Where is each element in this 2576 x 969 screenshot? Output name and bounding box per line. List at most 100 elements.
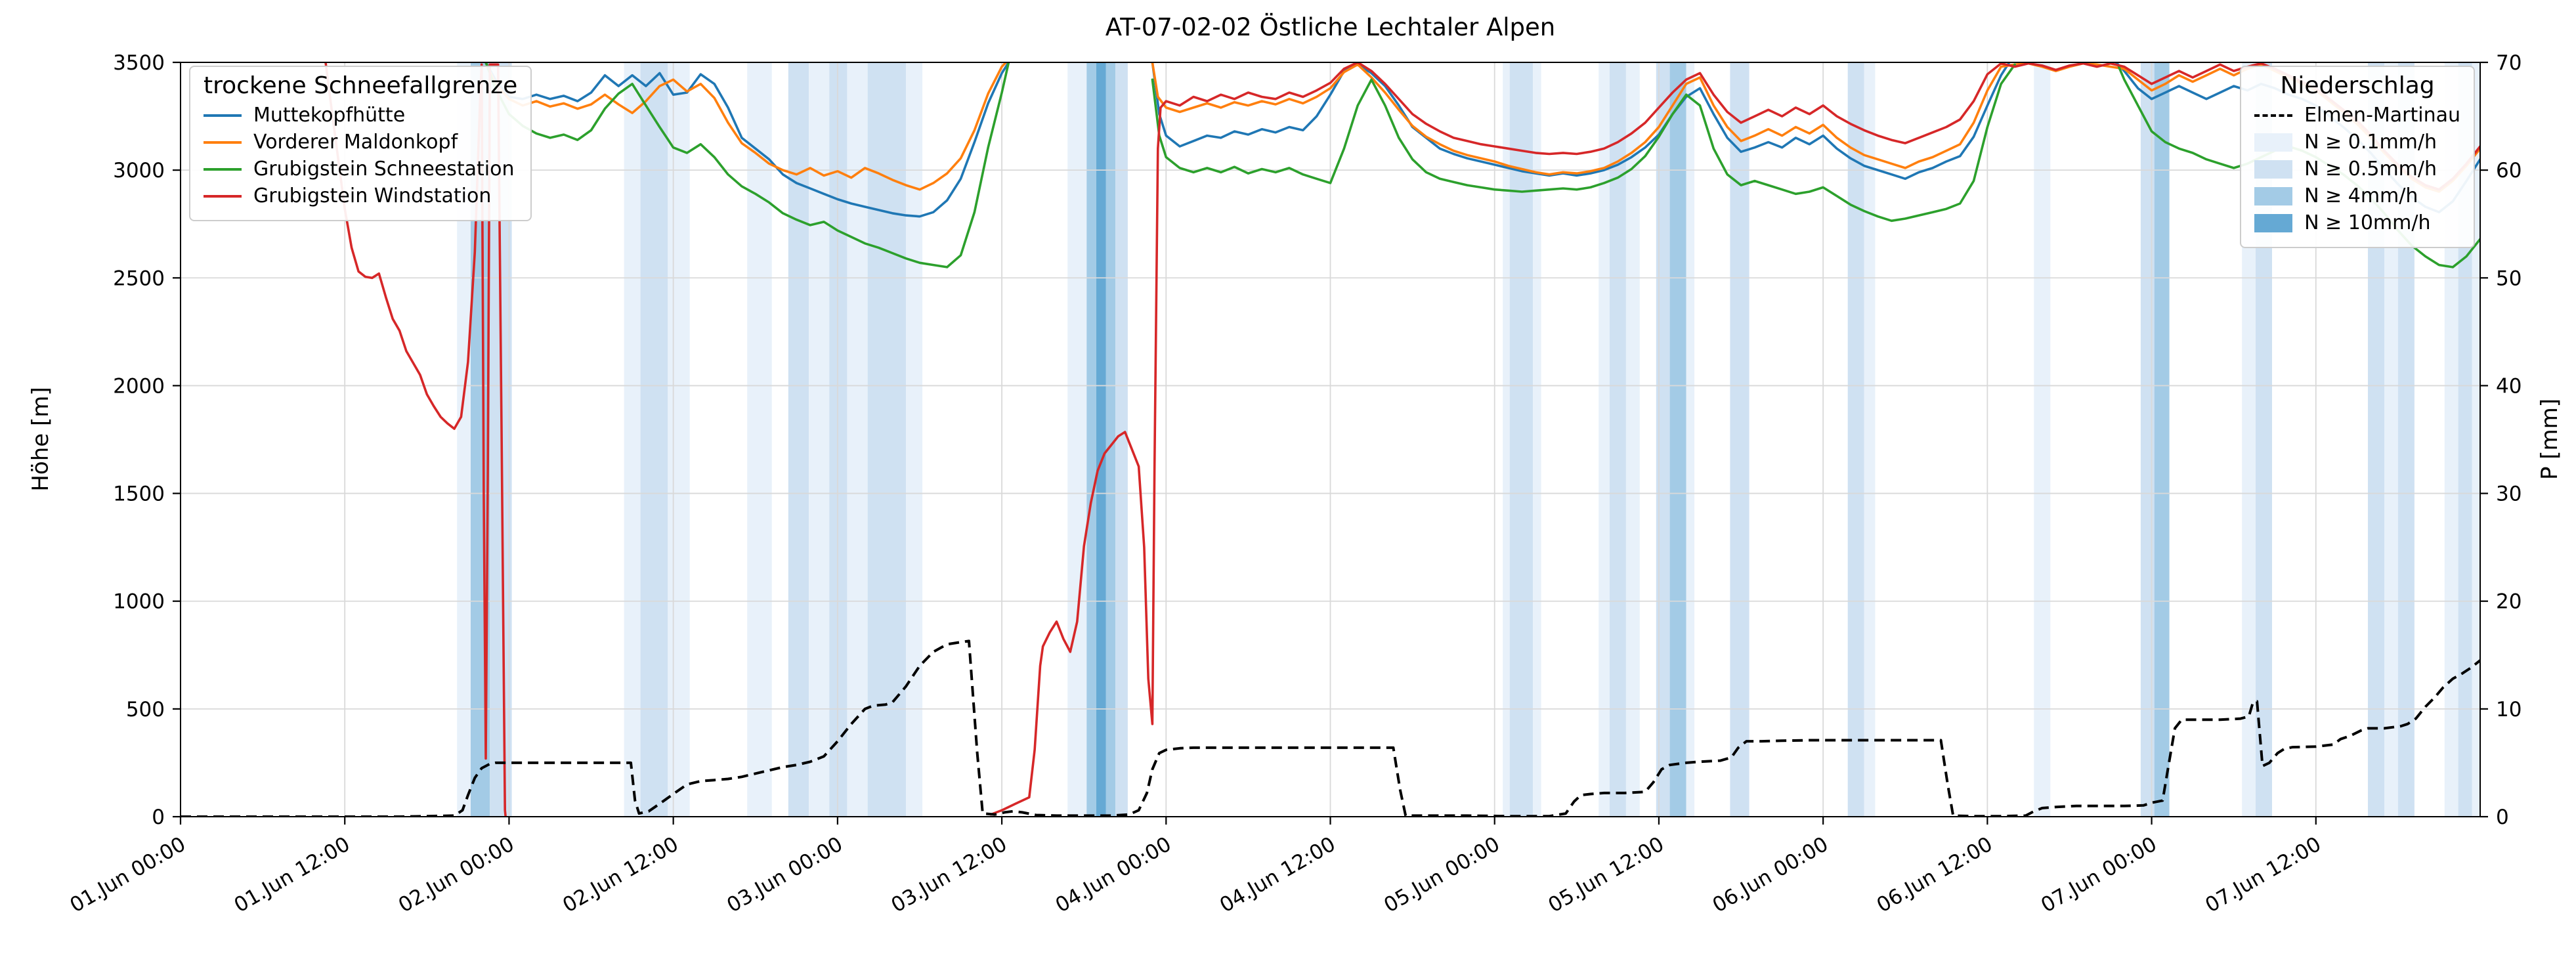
legend-precip-patch-entry-2: N ≥ 4mm/h: [2254, 185, 2460, 207]
legend-entry-3-label: Grubigstein Windstation: [253, 184, 492, 207]
precip-band-n0.5: [1609, 62, 1626, 817]
y-left-tick-label: 3500: [113, 51, 165, 75]
precip-band-n0.1: [668, 62, 690, 817]
y-left-tick-label: 2500: [113, 267, 165, 290]
precip-band-n0.1: [2034, 62, 2051, 817]
series-grubigstein-schneestation: [484, 62, 2480, 269]
legend-precip: Niederschlag Elmen-Martinau N ≥ 0.1mm/h N …: [2240, 66, 2475, 248]
legend-entry-1: Vorderer Maldonkopf: [204, 131, 517, 153]
x-tick-label: 07.Jun 12:00: [2201, 832, 2325, 918]
legend-precip-line-entry: Elmen-Martinau: [2254, 104, 2460, 126]
precip-band-n0.1: [2242, 62, 2256, 817]
y-right-tick-label: 70: [2496, 51, 2522, 75]
x-tick-label: 04.Jun 00:00: [1052, 832, 1176, 918]
legend-entry-2-label: Grubigstein Schneestation: [253, 158, 515, 181]
x-tick-label: 02.Jun 12:00: [559, 832, 683, 918]
legend-precip-patch-entry-3-label: N ≥ 10mm/h: [2304, 211, 2431, 234]
series-muttekopfhuette: [484, 62, 2480, 218]
precip-band-n0.1: [906, 62, 923, 817]
precip-band-n0.5: [788, 62, 809, 817]
legend-entry-3: Grubigstein Windstation: [204, 185, 517, 207]
x-tick-label: 06.Jun 12:00: [1873, 832, 1997, 918]
y-left-tick-label: 2000: [113, 374, 165, 398]
precip-band-n0.5: [2140, 62, 2155, 817]
precip-band-n0.5: [1509, 62, 1534, 817]
precip-band-n0.5: [829, 62, 848, 817]
legend-line-swatch-1: [204, 140, 242, 144]
y-right-tick-label: 30: [2496, 483, 2522, 506]
y-right-tick-label: 10: [2496, 698, 2522, 721]
precip-band-n4: [2154, 62, 2170, 817]
legend-line-swatch-2: [204, 167, 242, 171]
precip-band-n0.1: [2384, 62, 2398, 817]
precip-band-n0.5: [1730, 62, 1750, 817]
precip-band-n0.1: [1686, 62, 1695, 817]
precip-band-n10: [1096, 62, 1106, 817]
x-tick-label: 06.Jun 00:00: [1709, 832, 1833, 918]
y-right-tick-label: 20: [2496, 590, 2522, 614]
precip-band-n0.1: [1625, 62, 1640, 817]
legend-snowline-title: trockene Schneefallgrenze: [204, 72, 518, 99]
y-right-tick-label: 40: [2496, 374, 2522, 398]
precip-band-n0.1: [1533, 62, 1541, 817]
precip-band-n0.1: [1067, 62, 1087, 817]
legend-entry-0-label: Muttekopfhütte: [253, 104, 406, 127]
precip-band-n0.1: [624, 62, 641, 817]
precip-band-n0.1: [1864, 62, 1876, 817]
precip-band-n4: [1086, 62, 1096, 817]
x-tick-label: 03.Jun 00:00: [723, 832, 847, 918]
y-left-tick-label: 0: [152, 806, 165, 829]
x-tick-label: 07.Jun 00:00: [2037, 832, 2161, 918]
y-left-tick-label: 3000: [113, 159, 165, 183]
precip-band-n4: [1669, 62, 1686, 817]
x-tick-label: 02.Jun 00:00: [395, 832, 519, 918]
legend-patch-swatch-0.5: [2254, 160, 2293, 179]
legend-precip-patch-entry-0: N ≥ 0.1mm/h: [2254, 131, 2460, 153]
precip-band-n4: [1106, 62, 1116, 817]
legend-precip-title: Niederschlag: [2280, 72, 2435, 99]
legend-line-swatch-3: [204, 194, 242, 198]
x-tick-label: 01.Jun 12:00: [230, 832, 354, 918]
y-right-tick-label: 0: [2496, 806, 2509, 829]
precip-band-n0.5: [1656, 62, 1670, 817]
precip-band-n0.1: [2444, 62, 2458, 817]
precip-band-n0.5: [867, 62, 907, 817]
legend-patch-swatch-10: [2254, 213, 2293, 232]
legend-precip-patch-entry-1: N ≥ 0.5mm/h: [2254, 158, 2460, 180]
x-tick-label: 03.Jun 12:00: [888, 832, 1012, 918]
legend-entry-0: Muttekopfhütte: [204, 104, 517, 126]
legend-line-swatch-0: [204, 114, 242, 117]
y-left-tick-label: 1500: [113, 483, 165, 506]
legend-entry-1-label: Vorderer Maldonkopf: [253, 131, 458, 154]
precip-band-n0.1: [747, 62, 772, 817]
precip-band-n0.5: [1847, 62, 1864, 817]
legend-precip-line-entry-label: Elmen-Martinau: [2304, 104, 2460, 127]
chart-title: AT-07-02-02 Östliche Lechtaler Alpen: [1105, 13, 1556, 41]
precip-band-n0.5: [640, 62, 668, 817]
precip-line-elmen-martinau: [181, 639, 2480, 817]
legend-precip-patch-entry-1-label: N ≥ 0.5mm/h: [2304, 158, 2437, 181]
y-left-tick-label: 500: [126, 698, 165, 721]
y-right-tick-label: 60: [2496, 159, 2522, 183]
legend-patch-swatch-0.1: [2254, 133, 2293, 152]
legend-precip-patch-entry-3: N ≥ 10mm/h: [2254, 212, 2460, 234]
x-tick-label: 05.Jun 00:00: [1380, 832, 1504, 918]
precip-band-n0.5: [2458, 62, 2472, 817]
y-axis-label-left: Höhe [m]: [28, 387, 54, 492]
legend-precip-patch-entry-2-label: N ≥ 4mm/h: [2304, 184, 2418, 207]
legend-dashed-line-swatch: [2254, 114, 2293, 117]
y-axis-label-right: P [mm]: [2537, 398, 2563, 481]
y-left-tick-label: 1000: [113, 590, 165, 614]
legend-snowline: trockene Schneefallgrenze Muttekopfhütte…: [189, 66, 532, 221]
y-right-tick-label: 50: [2496, 267, 2522, 290]
legend-entry-2: Grubigstein Schneestation: [204, 158, 517, 180]
legend-precip-entries: Elmen-Martinau N ≥ 0.1mm/h N ≥ 0.5mm/h N ≥ …: [2254, 104, 2460, 234]
legend-snowline-entries: Muttekopfhütte Vorderer Maldonkopf Grubigs…: [204, 104, 517, 207]
series-grubigstein-windstation: [324, 62, 2480, 817]
precip-band-n0.1: [1599, 62, 1610, 817]
series-vorderer-maldonkopf: [484, 62, 2480, 193]
precip-band-n0.1: [1503, 62, 1510, 817]
precip-band-n0.1: [847, 62, 868, 817]
precip-band-n0.5: [1115, 62, 1128, 817]
